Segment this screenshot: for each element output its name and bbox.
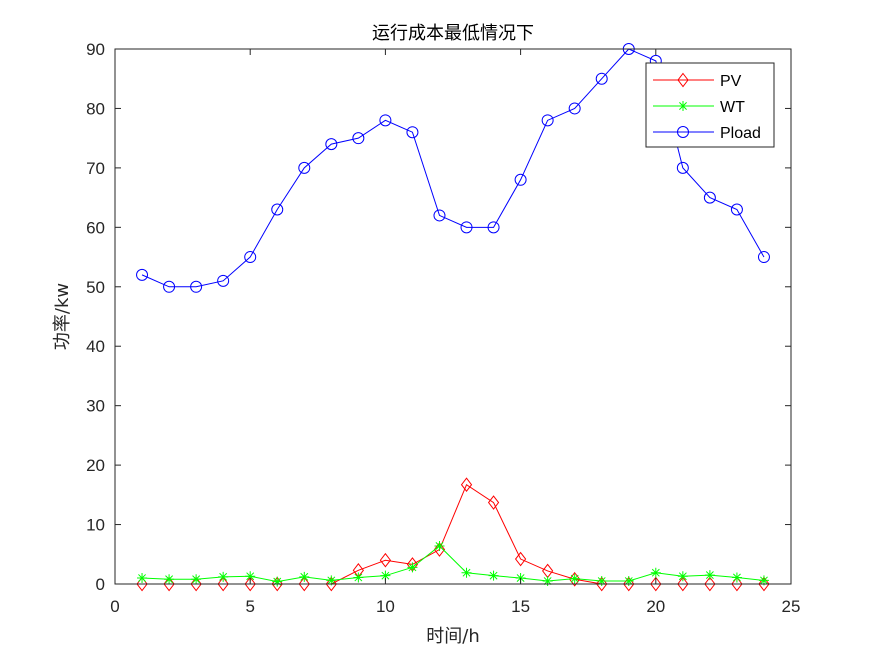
- plot-frame: [114, 48, 792, 585]
- data-point-wt: [569, 573, 580, 584]
- data-point-pload: [244, 251, 257, 264]
- data-point-pv: [677, 576, 689, 592]
- data-point-pv: [325, 576, 337, 592]
- data-point-wt: [596, 576, 607, 587]
- y-tick-label: 90: [86, 40, 105, 59]
- data-point-pload: [757, 251, 770, 264]
- legend: PV WT Pload: [645, 62, 775, 148]
- data-point-pload: [514, 173, 527, 186]
- series-wt: [137, 540, 769, 587]
- data-point-pload: [217, 274, 230, 287]
- data-point-wt: [731, 572, 742, 583]
- data-point-pload: [325, 138, 338, 151]
- data-point-pv: [623, 576, 635, 592]
- x-tick-label: 0: [110, 597, 119, 616]
- data-point-pload: [298, 161, 311, 174]
- data-point-pv: [704, 576, 716, 592]
- data-point-pload: [379, 114, 392, 127]
- x-tick-label: 15: [511, 597, 530, 616]
- y-tick-label: 70: [86, 159, 105, 178]
- data-point-pload: [703, 191, 716, 204]
- data-point-pv: [487, 495, 500, 510]
- data-point-wt: [407, 562, 418, 573]
- legend-marker-wt: [678, 101, 688, 111]
- data-point-wt: [218, 571, 229, 582]
- data-point-pv: [596, 576, 608, 592]
- data-point-pv: [433, 542, 446, 557]
- data-point-pv: [514, 551, 527, 567]
- data-point-pload: [163, 280, 176, 293]
- y-axis-label: 功率/kw: [52, 283, 73, 350]
- data-point-wt: [137, 573, 148, 584]
- data-point-pv: [244, 576, 256, 592]
- data-point-wt: [488, 570, 499, 581]
- legend-box: [645, 62, 775, 148]
- data-point-pload: [541, 114, 554, 127]
- legend-label-pv: PV: [720, 73, 742, 90]
- x-tick-label: 5: [245, 597, 254, 616]
- data-point-pload: [136, 268, 149, 281]
- data-point-pload: [487, 221, 500, 234]
- legend-marker-pload: [677, 126, 689, 138]
- chart-title: 运行成本最低情况下: [372, 23, 534, 44]
- data-point-pv: [731, 576, 743, 592]
- data-point-pload: [433, 209, 446, 222]
- legend-label-pload: Pload: [720, 125, 761, 142]
- data-point-pload: [568, 102, 581, 115]
- legend-item-pv: PV: [653, 72, 742, 90]
- y-tick-label: 0: [96, 575, 105, 594]
- x-tick-label: 25: [782, 597, 801, 616]
- y-tick-label: 40: [86, 337, 105, 356]
- data-point-pload: [406, 126, 419, 139]
- x-tick-label: 10: [376, 597, 395, 616]
- y-tick-label: 10: [86, 516, 105, 535]
- data-point-wt: [245, 571, 256, 582]
- data-point-wt: [299, 571, 310, 582]
- data-point-pload: [190, 280, 203, 293]
- data-point-pload: [352, 132, 365, 145]
- y-tick-label: 30: [86, 397, 105, 416]
- data-point-wt: [650, 567, 661, 578]
- y-tick-label: 20: [86, 456, 105, 475]
- data-point-wt: [677, 571, 688, 582]
- data-point-wt: [380, 570, 391, 581]
- data-point-pload: [676, 161, 689, 174]
- data-point-wt: [326, 575, 337, 586]
- data-point-wt: [191, 574, 202, 585]
- data-point-pv: [298, 576, 310, 592]
- data-point-wt: [758, 575, 769, 586]
- data-point-pv: [190, 576, 202, 592]
- data-point-pload: [730, 203, 743, 216]
- legend-item-wt: WT: [653, 99, 745, 116]
- legend-label-wt: WT: [720, 99, 745, 116]
- y-tick-label: 80: [86, 99, 105, 118]
- data-point-wt: [623, 576, 634, 587]
- data-point-pv: [758, 576, 770, 592]
- data-point-wt: [272, 576, 283, 587]
- data-point-wt: [542, 576, 553, 587]
- data-point-pv: [163, 576, 175, 592]
- data-point-wt: [434, 540, 445, 551]
- data-point-pload: [460, 221, 473, 234]
- data-point-pv: [460, 477, 473, 493]
- data-point-pv: [569, 571, 581, 587]
- data-point-wt: [704, 570, 715, 581]
- legend-marker-pv: [677, 72, 689, 88]
- axes-layer: 0 5 10 15 20 25 0 10 20 30 40 50 60 70 80 90: [86, 40, 800, 616]
- data-point-wt: [353, 572, 364, 583]
- data-point-wt: [164, 574, 175, 585]
- y-tick-label: 50: [86, 278, 105, 297]
- legend-item-pload: Pload: [653, 125, 761, 142]
- y-tick-label: 60: [86, 218, 105, 237]
- data-point-pload: [595, 72, 608, 85]
- data-point-pv: [379, 552, 392, 568]
- x-axis-label: 时间/h: [426, 626, 479, 647]
- x-tick-label: 20: [646, 597, 665, 616]
- data-point-pload: [271, 203, 284, 216]
- data-point-wt: [461, 567, 472, 578]
- data-point-pv: [650, 576, 662, 592]
- data-point-pv: [217, 576, 229, 592]
